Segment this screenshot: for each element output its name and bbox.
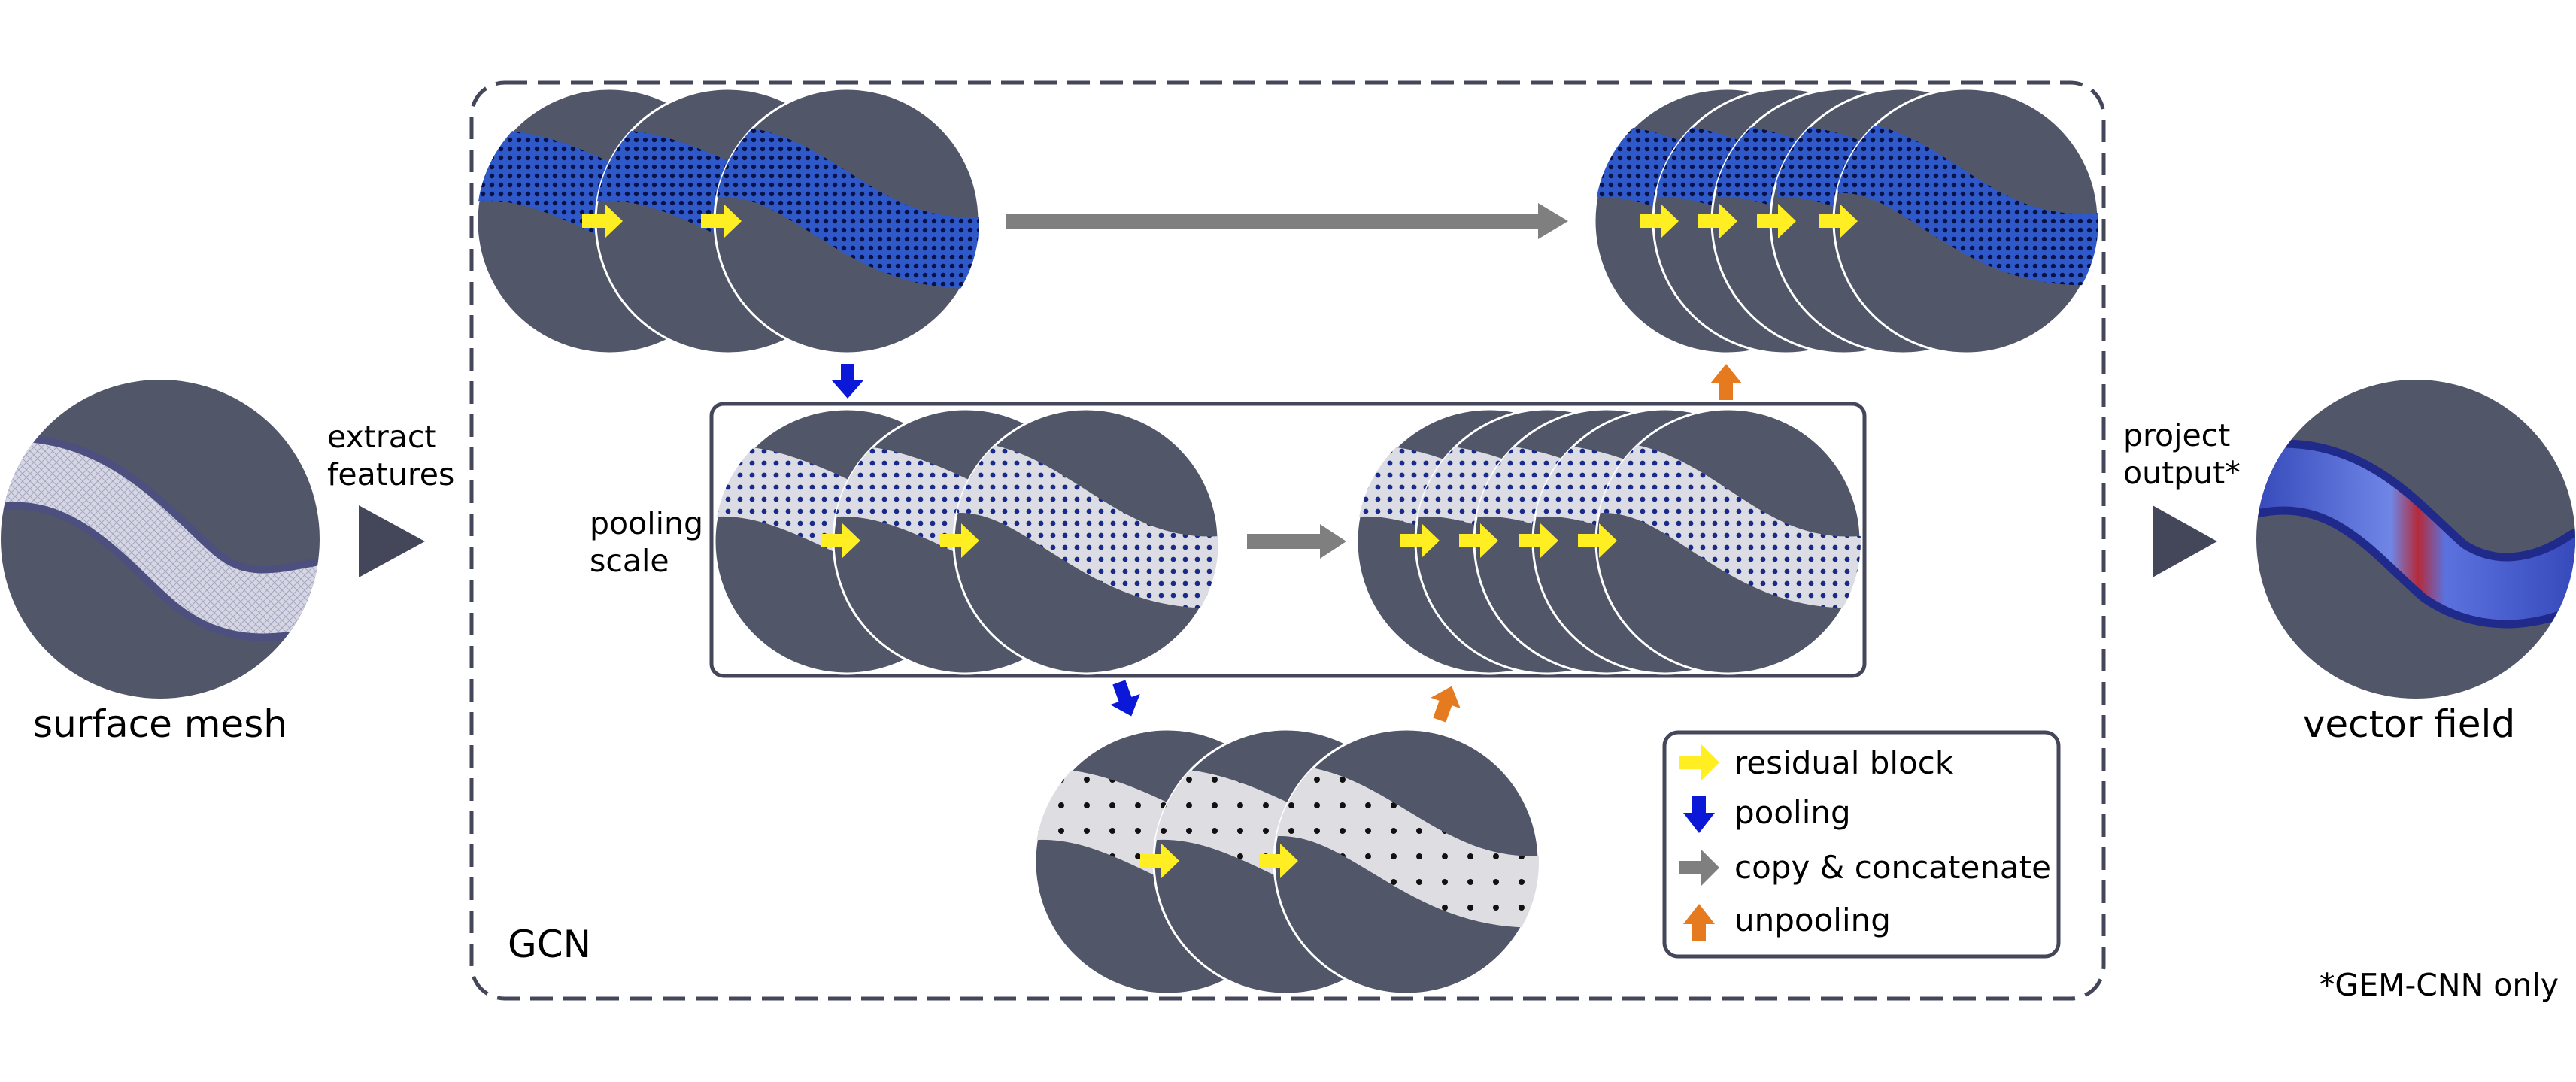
- residual-arrow: [1578, 523, 1617, 558]
- unpooling-arrow: [1710, 364, 1742, 400]
- svg-text:copy & concatenate: copy & concatenate: [1734, 849, 2051, 886]
- orange-arrow-up-icon: [1683, 904, 1715, 941]
- gray-arrow-right-icon: [1679, 850, 1719, 886]
- residual-arrow: [701, 204, 742, 238]
- legend: residual block pooling copy & concatenat…: [1662, 730, 2061, 959]
- level1-decoder-disks: [1593, 87, 2100, 355]
- residual-arrow: [1459, 523, 1498, 558]
- level2-decoder-disks: [1355, 408, 1862, 675]
- residual-arrow: [1698, 204, 1737, 238]
- surface-mesh-label: surface mesh: [33, 702, 287, 746]
- residual-arrow: [1259, 844, 1298, 878]
- pooling-arrow: [1110, 680, 1140, 717]
- legend-item-unpooling: unpooling: [1683, 902, 1891, 941]
- pooling-scale-frame: [709, 402, 1867, 678]
- residual-arrow: [1519, 523, 1558, 558]
- pooling-arrow: [832, 364, 863, 399]
- residual-arrow: [1140, 844, 1179, 878]
- residual-arrow: [940, 523, 979, 558]
- footnote: *GEM-CNN only: [2320, 967, 2559, 1003]
- legend-item-pooling: pooling: [1683, 794, 1851, 833]
- level2-encoder-disks: [713, 408, 1220, 675]
- surface-mesh-disk: [1, 380, 320, 699]
- level1-encoder-disks: [475, 87, 981, 355]
- svg-text:pooling: pooling: [1734, 794, 1851, 831]
- extract-features-label: extract features: [327, 419, 454, 493]
- residual-arrow: [1819, 204, 1858, 238]
- svg-text:residual block: residual block: [1734, 744, 1954, 781]
- extract-features-triangle: [359, 505, 425, 577]
- residual-arrow: [1400, 523, 1440, 558]
- vector-field-disk: [2256, 380, 2575, 699]
- gcn-frame: [469, 80, 2106, 1001]
- residual-arrow: [1640, 204, 1679, 238]
- pooling-scale-label: pooling scale: [590, 505, 713, 579]
- vector-field-label: vector field: [2303, 702, 2515, 746]
- project-output-triangle: [2153, 505, 2217, 577]
- legend-item-copy-concatenate: copy & concatenate: [1679, 849, 2051, 886]
- blue-arrow-down-icon: [1683, 796, 1715, 833]
- copy-concatenate-arrow-top: [1006, 203, 1568, 239]
- residual-arrow: [582, 204, 623, 238]
- svg-text:unpooling: unpooling: [1734, 902, 1891, 938]
- copy-concatenate-arrow-middle: [1247, 524, 1346, 559]
- residual-arrow: [821, 523, 860, 558]
- legend-item-residual-block: residual block: [1679, 744, 1954, 781]
- gcn-label: GCN: [508, 923, 591, 966]
- level3-bottleneck-disks: [1033, 728, 1540, 996]
- project-output-label: project output*: [2123, 417, 2241, 491]
- unpooling-arrow: [1431, 686, 1461, 723]
- yellow-arrow-right-icon: [1679, 744, 1719, 780]
- residual-arrow: [1757, 204, 1796, 238]
